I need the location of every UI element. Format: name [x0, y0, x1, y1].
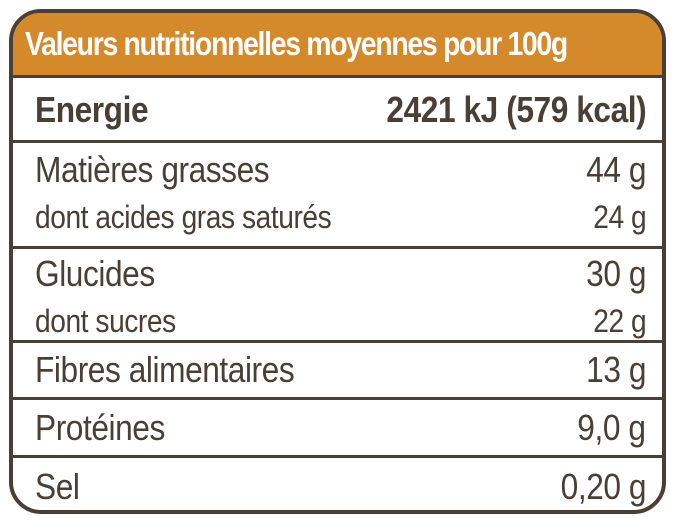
carbs-section: Glucides 30 g dont sucres 22 g [13, 249, 662, 343]
energy-value: 2421 kJ (579 kcal) [386, 89, 646, 130]
sugars-value: 22 g [592, 302, 646, 339]
nutrition-table: Valeurs nutritionnelles moyennes pour 10… [9, 9, 666, 514]
sugars-row: dont sucres 22 g [35, 299, 646, 343]
energy-section: Energie 2421 kJ (579 kcal) [13, 78, 662, 143]
saturated-fat-value: 24 g [592, 198, 646, 235]
carbs-row: Glucides 30 g [35, 249, 646, 299]
protein-value: 9,0 g [577, 406, 647, 448]
saturated-fat-label: dont acides gras saturés [35, 198, 332, 235]
carbs-label: Glucides [35, 253, 155, 294]
salt-section: Sel 0,20 g [13, 458, 662, 510]
fibre-label: Fibres alimentaires [35, 349, 295, 390]
fibre-value: 13 g [586, 349, 646, 390]
saturated-fat-row: dont acides gras saturés 24 g [35, 195, 646, 239]
protein-section: Protéines 9,0 g [13, 400, 662, 458]
energy-row: Energie 2421 kJ (579 kcal) [35, 80, 646, 140]
fat-section: Matières grasses 44 g dont acides gras s… [13, 143, 662, 249]
salt-label: Sel [35, 466, 80, 507]
salt-row: Sel 0,20 g [35, 458, 647, 510]
energy-label: Energie [35, 89, 149, 130]
fibre-section: Fibres alimentaires 13 g [13, 343, 662, 400]
salt-value: 0,20 g [560, 466, 647, 507]
fat-label: Matières grasses [35, 149, 270, 190]
carbs-value: 30 g [586, 253, 646, 294]
fibre-row: Fibres alimentaires 13 g [35, 343, 646, 397]
fat-row: Matières grasses 44 g [35, 145, 646, 195]
protein-row: Protéines 9,0 g [35, 400, 646, 455]
fat-value: 44 g [586, 149, 646, 190]
sugars-label: dont sucres [35, 302, 176, 339]
title-text: Valeurs nutritionnelles moyennes pour 10… [25, 25, 568, 62]
table-title: Valeurs nutritionnelles moyennes pour 10… [13, 13, 662, 78]
protein-label: Protéines [35, 406, 165, 448]
